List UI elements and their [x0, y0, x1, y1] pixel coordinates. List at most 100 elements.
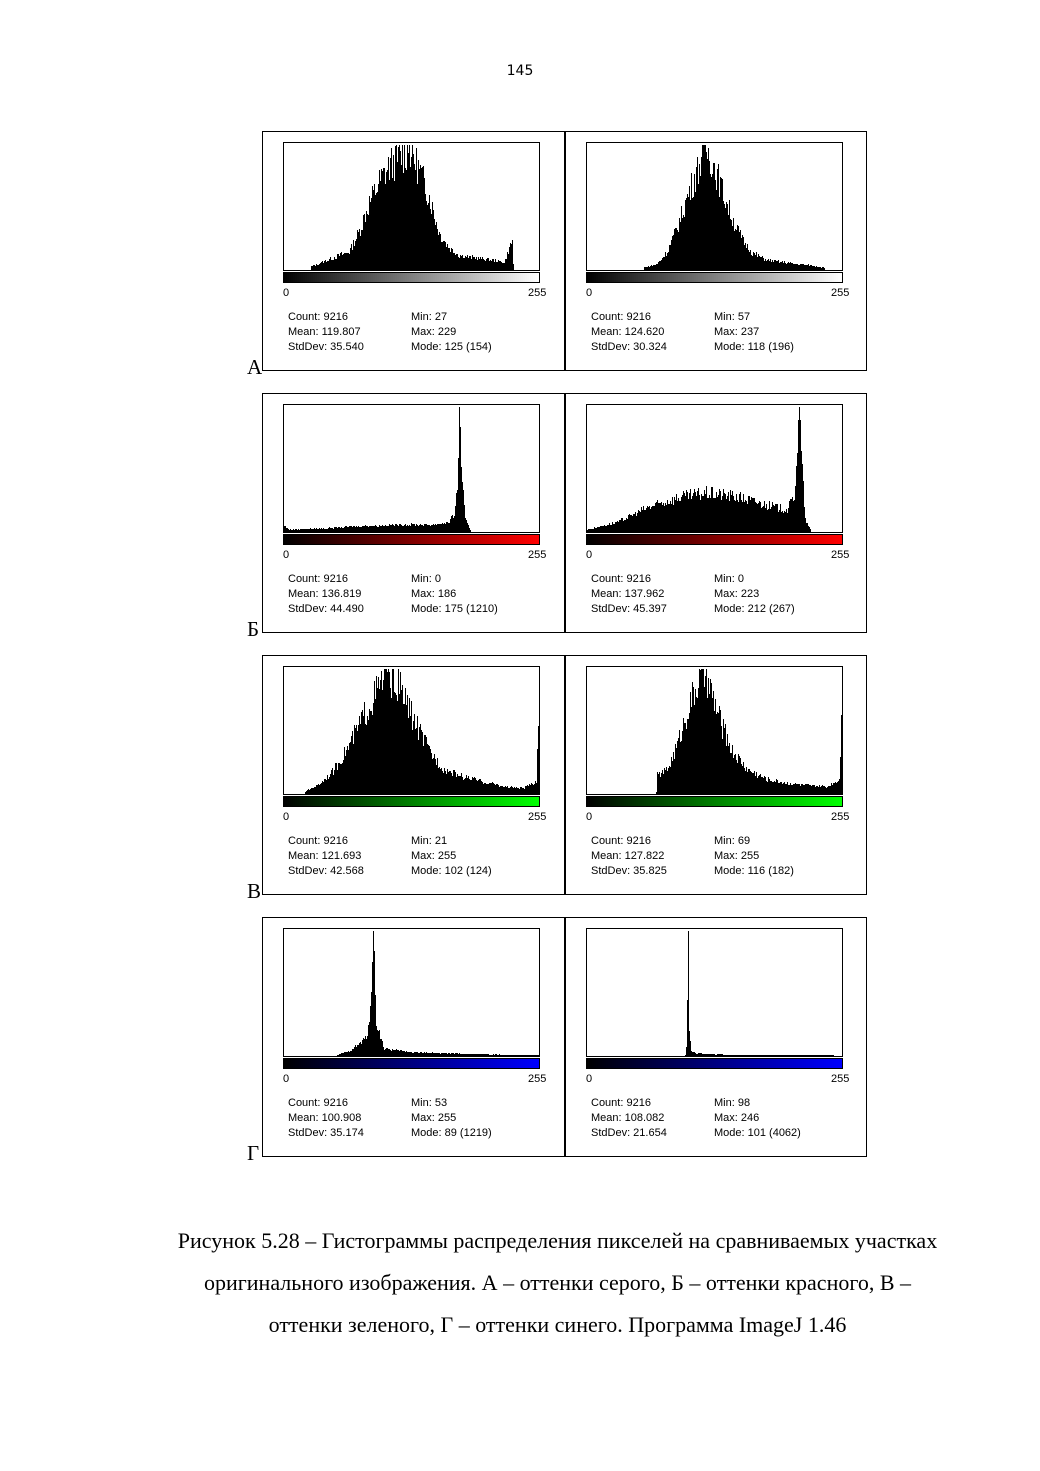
histogram-bar	[589, 529, 590, 532]
histogram-bar	[319, 785, 320, 794]
histogram-bar	[381, 1039, 382, 1056]
histogram-bar	[723, 201, 724, 270]
histogram-bar	[658, 262, 659, 270]
histogram-bar	[465, 1054, 466, 1056]
histogram-bar	[839, 779, 840, 794]
histogram-bar	[519, 1055, 520, 1056]
histogram-bar	[667, 771, 668, 794]
histogram-bar	[740, 758, 741, 794]
histogram-bar	[455, 1053, 456, 1056]
histogram-bar	[689, 186, 690, 270]
histogram-bar	[402, 145, 403, 270]
histogram-bar	[464, 258, 465, 270]
histogram-bar	[385, 669, 386, 794]
histogram-plot	[283, 666, 540, 795]
histogram-bar	[648, 507, 649, 532]
histogram-bar	[797, 1055, 798, 1056]
histogram-bar	[704, 687, 705, 794]
histogram-bar	[640, 512, 641, 532]
histogram-bar	[522, 1055, 523, 1056]
histogram-bar	[741, 1055, 742, 1056]
histogram-bar	[669, 504, 670, 532]
stat-count: Count: 9216	[288, 1097, 348, 1109]
histogram-bar	[485, 783, 486, 794]
histogram-bar	[340, 1054, 341, 1056]
histogram-bar	[746, 767, 747, 794]
histogram-bar	[603, 526, 604, 532]
histogram-bar	[311, 266, 312, 270]
histogram-bar	[392, 524, 393, 532]
histogram-bar	[512, 787, 513, 794]
histogram-bars	[685, 931, 834, 1056]
histogram-bar	[701, 157, 702, 270]
histogram-bar	[801, 451, 802, 532]
histogram-bar	[809, 785, 810, 794]
histogram-bar	[365, 1036, 366, 1056]
histogram-bar	[794, 784, 795, 794]
histogram-bar	[682, 731, 683, 794]
stat-max: Max: 223	[714, 588, 760, 600]
histogram-bar	[368, 527, 369, 532]
histogram-bar	[369, 1022, 370, 1056]
histogram-bar	[400, 672, 401, 794]
histogram-bar	[705, 676, 706, 794]
histogram-bar	[486, 784, 487, 794]
histogram-bar	[366, 1039, 367, 1056]
histogram-bar	[669, 245, 670, 270]
histogram-bar	[460, 776, 461, 794]
histogram-bar	[740, 1055, 741, 1056]
histogram-bar	[785, 784, 786, 794]
histogram-bar	[395, 146, 396, 270]
histogram-bar	[789, 263, 790, 270]
histogram-bar	[434, 1053, 435, 1056]
histogram-bar	[702, 145, 703, 270]
stat-max: Max: 237	[714, 326, 760, 338]
histogram-bar	[443, 241, 444, 270]
histogram-bar	[385, 184, 386, 270]
stat-stddev: StdDev: 21.654	[591, 1127, 667, 1139]
histogram-bar	[385, 525, 386, 532]
histogram-bar	[782, 261, 783, 270]
histogram-bar	[374, 681, 375, 794]
histogram-bar	[513, 788, 514, 794]
histogram-bar	[437, 229, 438, 270]
histogram-bar	[377, 688, 378, 794]
histogram-bar	[334, 257, 335, 270]
histogram-bar	[352, 731, 353, 794]
histogram-bar	[738, 502, 739, 532]
histogram-bar	[366, 526, 367, 532]
histogram-bar	[648, 266, 649, 270]
histogram-bar	[798, 265, 799, 270]
histogram-bar	[726, 202, 727, 270]
histogram-bar	[386, 172, 387, 270]
histogram-bar	[465, 518, 466, 532]
histogram-bar	[481, 781, 482, 794]
histogram-bar	[721, 726, 722, 794]
histogram-bar	[456, 254, 457, 270]
histogram-bar	[330, 774, 331, 794]
histogram-bar	[660, 777, 661, 794]
histogram-bar	[734, 755, 735, 794]
histogram-bar	[719, 1054, 720, 1056]
stat-mode: Mode: 102 (124)	[411, 865, 492, 877]
histogram-bar	[675, 500, 676, 532]
histogram-bar	[387, 170, 388, 270]
histogram-bar	[812, 266, 813, 270]
histogram-bar	[429, 1053, 430, 1056]
axis-max-label: 255	[831, 549, 850, 561]
axis-max-label: 255	[528, 549, 547, 561]
histogram-bar	[792, 497, 793, 532]
histogram-bar	[812, 785, 813, 794]
histogram-bar	[714, 711, 715, 794]
histogram-bar	[778, 1055, 779, 1056]
histogram-bar	[690, 200, 691, 270]
histogram-bar	[807, 1055, 808, 1056]
histogram-bar	[433, 1053, 434, 1056]
histogram-bar	[766, 781, 767, 794]
histogram-bar	[321, 262, 322, 270]
histogram-bar	[478, 1054, 479, 1056]
histogram-bar	[538, 726, 539, 794]
histogram-bar	[350, 526, 351, 532]
histogram-bar	[428, 525, 429, 532]
stat-min: Min: 21	[411, 835, 448, 847]
